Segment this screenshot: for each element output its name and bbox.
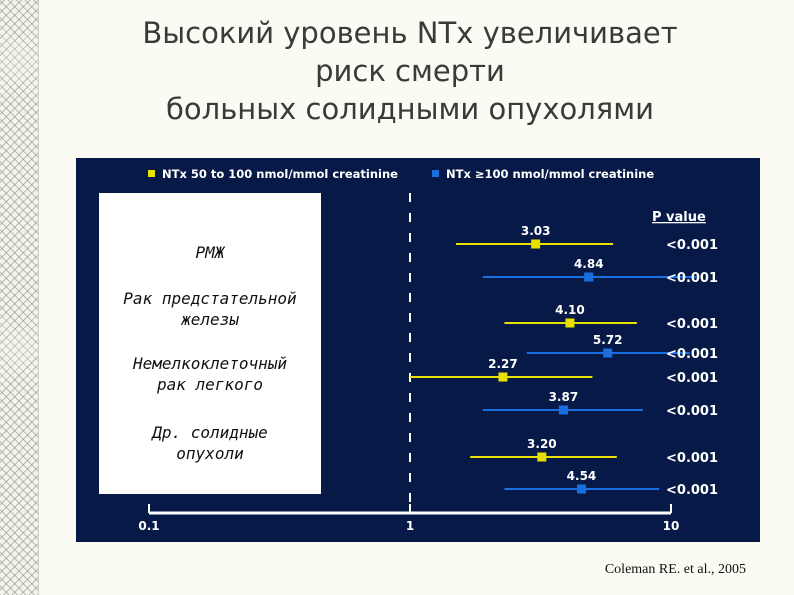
p-value: <0.001 [666,317,718,332]
row-label-nsclc: Немелкоклеточный рак легкого [99,353,321,395]
p-value: <0.001 [666,238,718,253]
hazard-point [584,272,594,282]
p-value: <0.001 [666,371,718,386]
hazard-point [565,318,575,328]
row-label-line: железы [181,310,239,329]
value-label: 2.27 [488,357,518,371]
row-label-line: Немелкоклеточный [132,354,288,373]
hazard-point [603,348,613,358]
slide-title: Высокий уровень NTx увеличивает риск сме… [60,14,760,128]
row-label-other: Др. солидные опухоли [99,422,321,464]
title-line-3: больных солидными опухолями [166,92,654,126]
row-label-line: РМЖ [195,243,225,262]
decorative-border [0,0,39,595]
x-tick-label: 10 [663,519,680,533]
row-label-line: рак легкого [157,375,263,394]
value-label: 3.03 [521,224,551,238]
p-value-header: P value [652,210,706,225]
row-label-line: Рак предстательной [123,289,297,308]
citation: Coleman RE. et al., 2005 [604,562,746,577]
value-label: 5.72 [593,333,623,347]
legend-label: NTx 50 to 100 nmol/mmol creatinine [162,167,398,181]
forest-plot: NTx 50 to 100 nmol/mmol creatinine NTx ≥1… [138,167,718,533]
value-label: 3.87 [549,390,579,404]
p-value: <0.001 [666,347,718,362]
title-line-1: Высокий уровень NTx увеличивает [142,16,678,50]
hazard-point [531,239,541,249]
row-label-line: Др. солидные [152,423,268,442]
row-label-line: опухоли [176,444,244,463]
legend-swatch [432,170,439,177]
legend-swatch [148,170,155,177]
x-tick-label: 0.1 [138,519,159,533]
x-tick-label: 1 [406,519,414,533]
hazard-point [537,452,547,462]
hazard-point [576,484,586,494]
value-label: 3.20 [527,437,557,451]
value-label: 4.10 [555,303,585,317]
p-value: <0.001 [666,271,718,286]
p-value: <0.001 [666,451,718,466]
row-label-breast: РМЖ [99,242,321,263]
row-label-prostate: Рак предстательной железы [99,288,321,330]
title-line-2: риск смерти [315,54,505,88]
p-value: <0.001 [666,483,718,498]
p-value: <0.001 [666,404,718,419]
value-label: 4.54 [567,469,597,483]
hazard-point [498,372,508,382]
hazard-point [558,405,568,415]
value-label: 4.84 [574,257,604,271]
legend-label: NTx ≥100 nmol/mmol creatinine [446,167,654,181]
row-label-box: РМЖ Рак предстательной железы Немелкокле… [99,193,321,494]
